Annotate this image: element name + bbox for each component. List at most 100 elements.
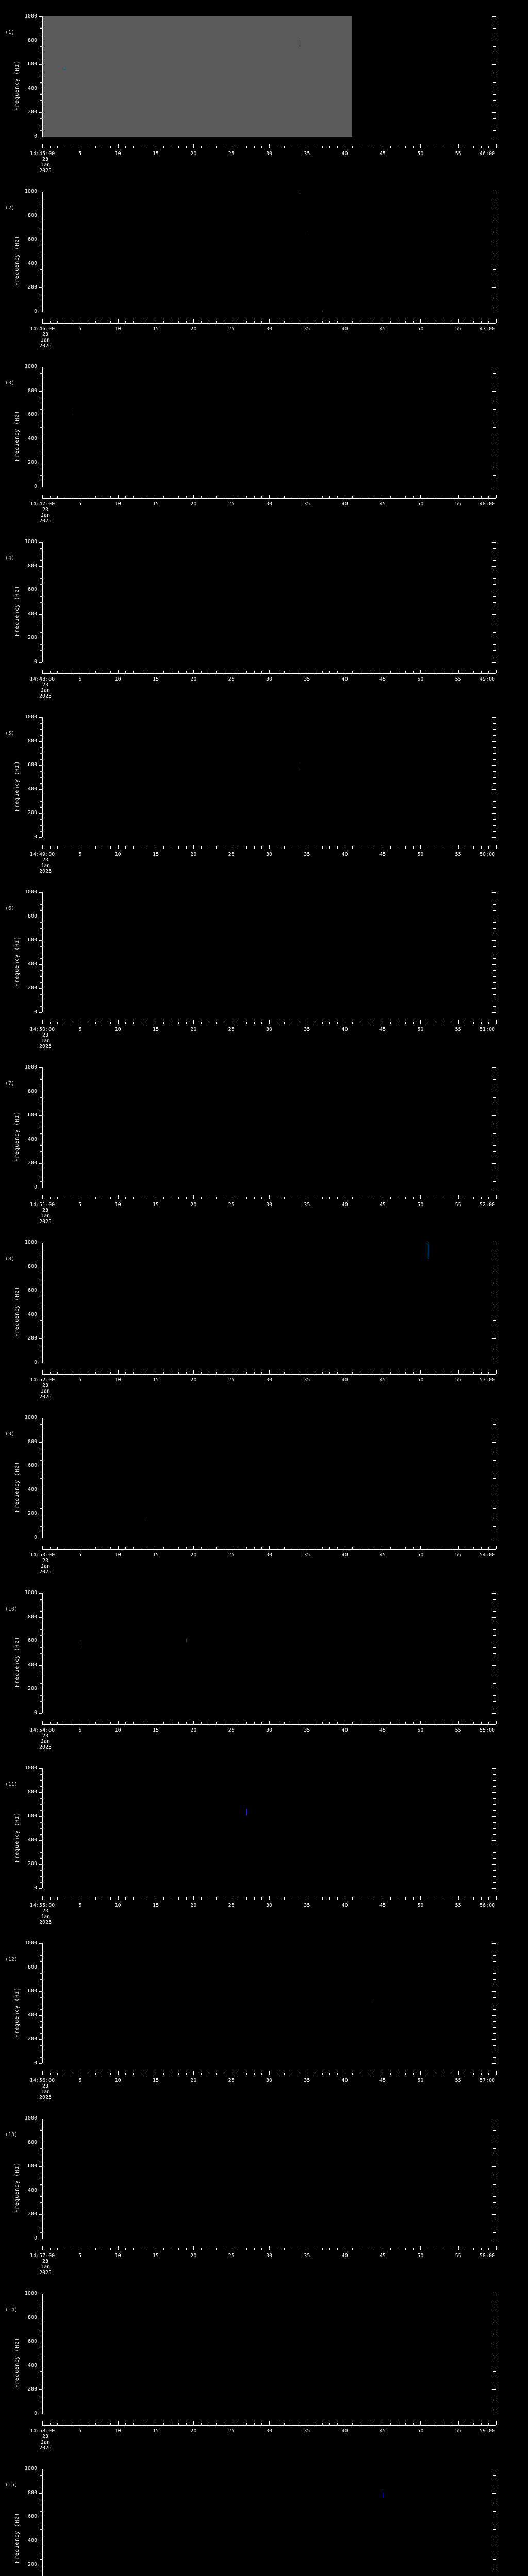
y-axis-tick [492,64,496,65]
y-axis-tick [493,819,496,820]
y-axis-tick [492,2493,496,2494]
x-axis-tick [42,1370,43,1374]
y-axis-tick [40,1507,42,1509]
x-axis-tick-label: 40 [341,151,348,157]
x-axis-tick [110,496,111,498]
x-axis-start-time-label: 14:52:00 [30,1377,55,1383]
y-axis-tick [493,1973,496,1974]
x-axis-start-time-label: 14:57:00 [30,2253,55,2259]
y-axis-tick [493,427,496,428]
y-axis-tick-label: 200 [27,284,37,291]
x-axis-tick-label: 40 [341,1377,348,1383]
x-axis-tick [337,2423,338,2425]
y-axis-title: Frequency (Hz) [14,410,20,461]
x-axis-tick-label: 20 [190,2078,197,2083]
x-axis-tick [216,1022,217,1024]
x-axis-tick [118,1721,119,1724]
y-axis-tick-label: 0 [34,2060,37,2066]
x-axis-tick [193,144,194,148]
x-axis-end-time-label: 54:00 [479,1552,495,1558]
x-axis-tick [322,671,323,673]
x-axis-tick [193,1896,194,1900]
x-axis-tick-label: 55 [455,1552,461,1558]
y-axis-tick [493,2475,496,2476]
y-axis-tick [39,287,42,289]
x-axis-end-time-label: 56:00 [479,1903,495,1908]
x-axis-tick [50,1372,51,1374]
date-line: 2025 [39,1044,52,1049]
y-axis-tick [492,1816,496,1817]
y-axis-tick-label: 600 [27,1813,37,1819]
y-axis-tick-label: 600 [27,1638,37,1644]
plot-area [42,717,496,837]
x-axis-tick-label: 20 [190,326,197,332]
x-axis-tick [95,1022,96,1024]
x-axis-tick [50,846,51,849]
x-axis-tick [488,1022,489,1024]
x-axis-tick-label: 55 [455,2253,461,2259]
x-axis-tick [163,846,164,849]
x-axis-tick [412,321,414,323]
x-axis-tick [412,671,414,673]
x-axis-tick [284,2073,285,2075]
y-axis-tick [493,1478,496,1479]
x-axis-tick [133,1897,134,1900]
y-axis-tick [40,2057,42,2058]
x-axis-tick [216,846,217,849]
y-axis-tick [40,644,42,645]
x-axis-tick-label: 50 [417,676,424,682]
y-axis-tick [40,747,42,748]
x-axis-date-label: 23 Jan 2025 [34,2259,57,2276]
y-axis-tick [40,1780,42,1781]
y-axis-tick [493,1695,496,1696]
y-axis-tick-label: 0 [34,2411,37,2416]
y-axis-tick-label: 0 [34,1885,37,1891]
y-axis-tick [493,28,496,29]
x-axis-tick-label: 15 [152,326,159,332]
x-axis-tick-label: 30 [266,2253,273,2259]
y-axis-tick [492,1442,496,1443]
x-axis-tick-label: 30 [266,1377,273,1383]
y-axis-tick [40,1145,42,1146]
y-axis-tick [40,372,42,374]
y-axis-tick [492,2063,496,2064]
x-axis-tick [390,2248,391,2250]
x-axis-tick-label: 10 [114,1202,121,1208]
y-axis-tick [40,994,42,995]
x-axis-tick [57,2423,58,2425]
y-axis-tick [493,372,496,374]
x-axis-tick [125,2073,126,2075]
y-axis-tick [40,1810,42,1811]
y-axis-tick-label: 1000 [24,2291,37,2296]
y-axis-tick [40,1097,42,1098]
x-axis-tick [95,2423,96,2425]
x-axis-tick [178,496,179,498]
x-axis-tick [390,146,391,148]
x-axis-tick [284,846,285,849]
y-axis-tick [493,904,496,905]
x-axis-tick [216,1197,217,1199]
x-axis-tick [337,1722,338,1724]
y-axis-tick [493,831,496,832]
y-axis-tick [40,723,42,724]
y-axis-tick [493,1683,496,1684]
y-axis-tick [40,118,42,120]
x-axis-tick [488,2073,489,2075]
y-axis-tick [40,2033,42,2034]
x-axis-tick [163,1547,164,1549]
x-axis-tick [118,2421,119,2425]
x-axis-tick-label: 10 [114,676,121,682]
date-line: Jan [40,337,51,343]
x-axis-tick [329,2423,331,2425]
x-axis-tick [488,2423,489,2425]
y-axis-tick-label: 800 [27,1263,37,1269]
x-axis-tick [405,1372,406,1374]
x-axis-tick-label: 5 [78,676,82,682]
x-axis-tick [50,321,51,323]
y-axis-tick-label: 1000 [24,2466,37,2471]
y-axis-tick [493,2511,496,2512]
x-axis-tick [201,1897,202,1900]
y-axis-tick [493,928,496,929]
y-axis-tick [40,427,42,428]
y-axis-tick [40,2184,42,2185]
